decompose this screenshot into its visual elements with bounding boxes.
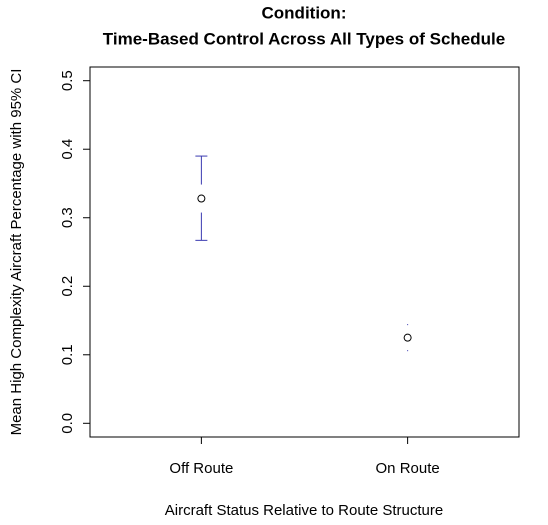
x-axis-label: Aircraft Status Relative to Route Struct… xyxy=(165,502,443,519)
y-tick-label: 0.4 xyxy=(59,139,76,160)
mean-point xyxy=(197,194,206,203)
y-axis-label: Mean High Complexity Aircraft Percentage… xyxy=(8,69,25,436)
y-tick-label: 0.3 xyxy=(59,207,76,228)
y-tick-label: 0.1 xyxy=(59,344,76,365)
x-tick-label: Off Route xyxy=(169,460,233,477)
y-tick-label: 0.0 xyxy=(59,413,76,434)
y-tick-label: 0.5 xyxy=(59,70,76,91)
chart-title: Condition: xyxy=(262,3,347,22)
chart-subtitle: Time-Based Control Across All Types of S… xyxy=(103,29,505,48)
plot-frame xyxy=(89,66,520,438)
y-tick-label: 0.2 xyxy=(59,276,76,297)
x-tick-label: On Route xyxy=(376,460,440,477)
mean-point xyxy=(403,333,412,342)
